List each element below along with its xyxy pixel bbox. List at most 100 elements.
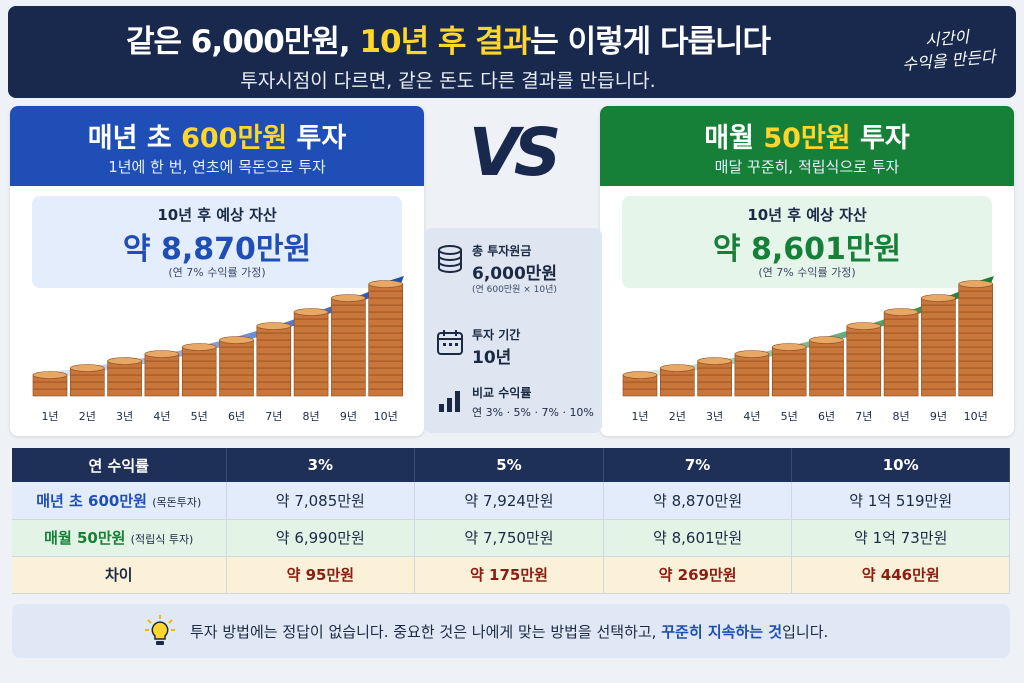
coin-top [331,294,366,302]
year-label: 8년 [892,410,910,423]
coin [958,367,994,376]
footer-text: 투자 방법에는 정답이 없습니다. 중요한 것은 나에게 맞는 방법을 선택하고… [190,621,828,642]
coin [809,367,844,376]
result-note: (연 7% 수익률 가정) [168,266,266,279]
title-highlight: 600만원 [181,123,288,154]
year-label: 10년 [373,410,398,423]
returns-value: 연 3% · 5% · 7% · 10% [472,406,594,419]
title-part: 같은 6,000만원, [125,24,360,60]
coin [846,339,882,348]
coin [293,332,329,341]
coin-top [622,371,658,379]
coin [958,297,994,306]
coin-top [697,357,732,365]
coin [958,360,994,369]
coin [958,346,994,355]
coin [958,381,994,390]
table-cell: 약 7,924만원 [414,482,604,520]
header-banner: 같은 6,000만원, 10년 후 결과는 이렇게 다릅니다 투자시점이 다르면… [8,6,1016,98]
table-cell: 약 6,990만원 [226,519,416,557]
principal-label: 총 투자원금 [472,244,532,258]
panel-subtitle: 1년에 한 번, 연초에 목돈으로 투자 [108,158,326,176]
coin-stack [331,294,366,397]
coin [107,374,142,383]
coin [219,374,254,383]
coin [368,374,404,383]
year-label: 6년 [817,410,836,423]
coin [219,388,254,397]
column-header: 3% [226,448,416,482]
period-item: 투자 기간 10년 [436,326,596,370]
coin [622,381,658,390]
coin [697,381,732,390]
lump-sum-panel: 매년 초 600만원 투자 1년에 한 번, 연초에 목돈으로 투자 10년 후… [10,106,424,436]
principal-note: (연 600만원 × 10년) [472,285,557,295]
table-header-row: 연 수익률 3% 5% 7% 10% [12,448,1010,482]
coin [883,318,919,327]
coin [958,374,994,383]
coin [368,353,404,362]
title-highlight: 10년 후 결과 [359,24,531,60]
coin [331,339,366,348]
coin-stack [293,308,329,397]
coin-top [256,322,292,330]
vs-text: VS [468,114,562,191]
coin [368,388,404,397]
coin [809,346,844,355]
coin-top [293,308,329,316]
coin [883,374,919,383]
coin [734,367,770,376]
coin [809,353,844,362]
coin-top [883,308,919,316]
year-label: 7년 [855,410,873,423]
coin [883,381,919,390]
coin [219,360,254,369]
year-label: 5년 [780,410,798,423]
coin [256,367,292,376]
coin [921,318,956,327]
coin [809,360,844,369]
table-row: 매월 50만원 (적립식 투자) 약 6,990만원 약 7,750만원 약 8… [12,519,1010,557]
table-row: 차이 약 95만원 약 175만원 약 269만원 약 446만원 [12,556,1010,594]
coin [368,339,404,348]
coin [958,325,994,334]
coin [921,346,956,355]
coin [921,374,956,383]
coin [846,388,882,397]
coin [144,367,180,376]
coin [659,381,695,390]
year-label: 7년 [265,410,283,423]
coin-top [32,371,68,379]
coin [368,381,404,390]
coin-stack [846,322,882,397]
coin-top [144,350,180,358]
coin [958,388,994,397]
coin [256,360,292,369]
coin [846,360,882,369]
coin [256,388,292,397]
coin-top [70,364,105,372]
coin-growth-chart: 1년 2년 3년 4년 5년 6년 7년 8년 9년 10년 [10,256,424,436]
coin [219,381,254,390]
table-cell: 약 7,085만원 [226,482,416,520]
coin-top [219,336,254,344]
year-labels: 1년 2년 3년 4년 5년 6년 7년 8년 9년 10년 [600,408,1014,424]
coin [846,332,882,341]
coin [771,360,807,369]
coin [846,346,882,355]
coin [846,374,882,383]
coin [368,367,404,376]
title-highlight: 50만원 [763,123,851,154]
calendar-icon [437,330,463,355]
coin [256,339,292,348]
coin-top [734,350,770,358]
year-label: 4년 [153,410,171,423]
vs-mark: VS [462,114,562,204]
bar-chart-icon [439,391,460,412]
coin [883,346,919,355]
period-value: 10년 [472,348,512,368]
coin [293,339,329,348]
coin [181,367,217,376]
footer-tip: 투자 방법에는 정답이 없습니다. 중요한 것은 나에게 맞는 방법을 선택하고… [12,604,1010,658]
coin [809,374,844,383]
